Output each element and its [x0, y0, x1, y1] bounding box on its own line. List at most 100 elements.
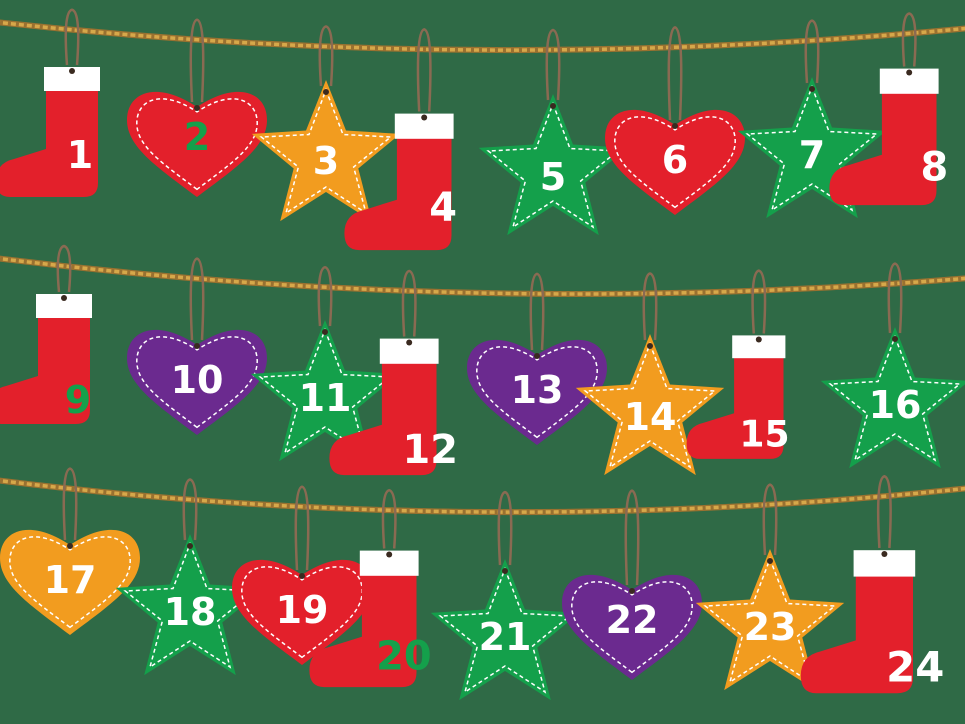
ornament-star-3[interactable]: 3: [251, 80, 401, 222]
ornament-star-23[interactable]: 23: [695, 549, 845, 691]
hanging-string: [62, 467, 78, 541]
rope-twist: [0, 478, 965, 514]
day-number: 24: [886, 642, 944, 691]
eyelet: [502, 568, 508, 574]
eyelet: [755, 336, 762, 343]
eyelet: [629, 588, 635, 594]
eyelet: [67, 543, 73, 549]
star-shape: [737, 77, 887, 219]
heart-shape: [562, 574, 702, 680]
ornament-heart-13[interactable]: 13: [467, 339, 607, 445]
eyelet: [299, 573, 305, 579]
ornament-heart-22[interactable]: 22: [562, 574, 702, 680]
hanging-strings: [56, 8, 917, 586]
eyelet: [187, 543, 193, 549]
hanging-string: [401, 269, 417, 337]
eyelet: [322, 329, 328, 335]
ornament-heart-6[interactable]: 6: [605, 109, 745, 215]
eyelet: [672, 123, 678, 129]
stitching: [136, 336, 258, 429]
rope-twist: [0, 256, 965, 296]
stitching: [828, 334, 962, 462]
ornament-sock-12[interactable]: 12: [329, 338, 458, 476]
stitching: [438, 566, 572, 694]
hanging-string: [416, 28, 432, 112]
hanging-string: [667, 26, 683, 121]
eyelet: [767, 558, 773, 564]
hanging-string: [901, 12, 917, 67]
hanging-string: [182, 478, 198, 541]
sock-shape: [0, 90, 98, 197]
day-number: 20: [376, 634, 432, 680]
day-number: 15: [739, 413, 789, 456]
sock-shape: [309, 574, 417, 688]
hanging-string: [497, 490, 513, 566]
hanging-string: [529, 272, 545, 351]
ornament-star-11[interactable]: 11: [250, 320, 400, 462]
ornament-star-5[interactable]: 5: [478, 94, 628, 236]
hanging-string: [189, 257, 205, 341]
day-number: 9: [65, 378, 91, 422]
day-number: 3: [313, 139, 339, 183]
hanging-string: [318, 25, 334, 87]
star-shape: [251, 80, 401, 222]
day-number: 11: [299, 376, 352, 420]
rope-3: [0, 477, 965, 516]
day-number: 12: [402, 427, 458, 473]
hanging-string: [317, 265, 333, 327]
eyelet: [892, 336, 898, 342]
ornament-sock-8[interactable]: 8: [829, 68, 949, 206]
eyelet: [809, 86, 815, 92]
hanging-string: [545, 28, 561, 101]
rope-twist: [0, 20, 965, 52]
sock-cuff: [732, 335, 786, 359]
rope-1: [0, 19, 965, 54]
sock-shape: [344, 137, 452, 251]
ornament-heart-19[interactable]: 19: [232, 559, 372, 665]
ornament-star-18[interactable]: 18: [115, 534, 265, 676]
day-number: 4: [429, 185, 457, 231]
stitching: [9, 536, 131, 629]
ornament-sock-20[interactable]: 20: [309, 550, 432, 688]
star-shape: [820, 327, 965, 469]
stitching: [745, 84, 879, 212]
day-number: 7: [799, 133, 825, 177]
ornament-heart-10[interactable]: 10: [127, 329, 267, 435]
stitching: [583, 341, 717, 469]
ornament-heart-17[interactable]: 17: [0, 529, 140, 635]
day-number: 8: [921, 144, 949, 190]
ornament-sock-1[interactable]: 1: [0, 67, 100, 197]
hanging-string: [189, 18, 205, 103]
ornament-star-16[interactable]: 16: [820, 327, 965, 469]
star-shape: [115, 534, 265, 676]
sock-shape: [800, 575, 913, 694]
hanging-string: [624, 489, 640, 586]
heart-shape: [127, 91, 267, 197]
day-number: 23: [744, 605, 797, 649]
day-number: 6: [662, 138, 688, 182]
eyelet: [386, 551, 393, 558]
day-number: 21: [479, 615, 532, 659]
stitching: [259, 87, 393, 215]
stitching: [136, 98, 258, 191]
eyelet: [69, 68, 75, 74]
stitching: [486, 101, 620, 229]
ornament-heart-2[interactable]: 2: [127, 91, 267, 197]
stitching: [241, 566, 363, 659]
ornament-sock-24[interactable]: 24: [800, 550, 944, 694]
ornament-sock-9[interactable]: 9: [0, 294, 92, 424]
day-number: 1: [67, 133, 93, 177]
stitching: [703, 556, 837, 684]
ornament-star-21[interactable]: 21: [430, 559, 580, 701]
ornament-sock-15[interactable]: 15: [686, 335, 790, 459]
ornament-star-14[interactable]: 14: [575, 334, 725, 476]
hanging-string: [751, 269, 767, 334]
day-number: 10: [171, 358, 224, 402]
star-shape: [430, 559, 580, 701]
day-number: 14: [624, 395, 677, 439]
eyelet: [194, 343, 200, 349]
day-number: 18: [164, 590, 217, 634]
ornament-star-7[interactable]: 7: [737, 77, 887, 219]
